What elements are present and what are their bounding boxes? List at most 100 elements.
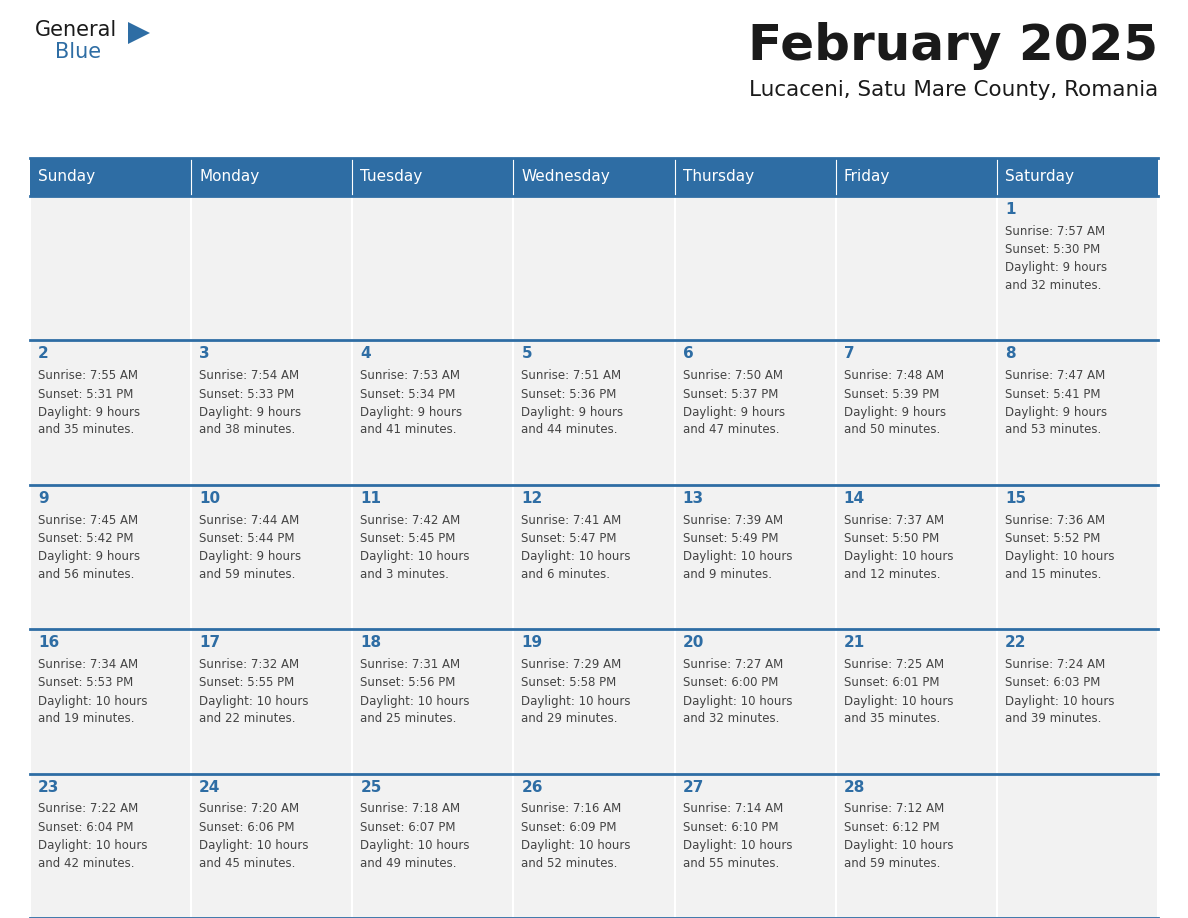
Text: and 12 minutes.: and 12 minutes. [843,568,940,581]
Text: Daylight: 9 hours: Daylight: 9 hours [843,406,946,419]
Bar [192,197,352,340]
Text: and 47 minutes.: and 47 minutes. [683,423,779,436]
Text: 5: 5 [522,346,532,362]
Text: Daylight: 10 hours: Daylight: 10 hours [200,695,309,708]
Text: and 50 minutes.: and 50 minutes. [843,423,940,436]
Text: and 52 minutes.: and 52 minutes. [522,856,618,869]
Bar [192,341,352,484]
Text: 6: 6 [683,346,694,362]
Text: Lucaceni, Satu Mare County, Romania: Lucaceni, Satu Mare County, Romania [748,80,1158,100]
Text: 17: 17 [200,635,220,650]
Text: Sunset: 5:45 PM: Sunset: 5:45 PM [360,532,456,545]
Bar [514,775,674,917]
Text: 3: 3 [200,346,210,362]
Bar [998,486,1157,628]
Bar [836,775,996,917]
Text: Sunrise: 7:41 AM: Sunrise: 7:41 AM [522,513,621,527]
Text: Sunrise: 7:51 AM: Sunrise: 7:51 AM [522,369,621,382]
Text: Friday: Friday [843,170,890,185]
Bar [998,630,1157,773]
Bar [192,486,352,628]
Text: Sunrise: 7:54 AM: Sunrise: 7:54 AM [200,369,299,382]
Text: Sunrise: 7:22 AM: Sunrise: 7:22 AM [38,802,138,815]
Text: Sunrise: 7:16 AM: Sunrise: 7:16 AM [522,802,621,815]
Text: 7: 7 [843,346,854,362]
Bar [676,775,835,917]
Text: 24: 24 [200,779,221,795]
Text: Sunset: 5:41 PM: Sunset: 5:41 PM [1005,387,1100,400]
Text: Sunrise: 7:18 AM: Sunrise: 7:18 AM [360,802,461,815]
Text: Daylight: 10 hours: Daylight: 10 hours [522,695,631,708]
Text: and 55 minutes.: and 55 minutes. [683,856,779,869]
Text: Sunrise: 7:44 AM: Sunrise: 7:44 AM [200,513,299,527]
Text: Daylight: 9 hours: Daylight: 9 hours [38,406,140,419]
Polygon shape [128,22,150,44]
Text: Sunset: 5:39 PM: Sunset: 5:39 PM [843,387,939,400]
Text: Daylight: 10 hours: Daylight: 10 hours [38,839,147,852]
Text: Thursday: Thursday [683,170,753,185]
Text: and 45 minutes.: and 45 minutes. [200,856,296,869]
Bar [676,341,835,484]
Text: Sunset: 5:36 PM: Sunset: 5:36 PM [522,387,617,400]
Text: Daylight: 9 hours: Daylight: 9 hours [1005,262,1107,274]
Bar [676,486,835,628]
Text: Sunrise: 7:12 AM: Sunrise: 7:12 AM [843,802,944,815]
Text: Sunset: 6:00 PM: Sunset: 6:00 PM [683,677,778,689]
Text: Sunset: 6:06 PM: Sunset: 6:06 PM [200,821,295,834]
Text: 13: 13 [683,491,703,506]
Text: Sunrise: 7:45 AM: Sunrise: 7:45 AM [38,513,138,527]
Text: Saturday: Saturday [1005,170,1074,185]
Bar [353,158,513,196]
Text: 10: 10 [200,491,220,506]
Text: and 42 minutes.: and 42 minutes. [38,856,134,869]
Text: Sunrise: 7:55 AM: Sunrise: 7:55 AM [38,369,138,382]
Text: Sunrise: 7:25 AM: Sunrise: 7:25 AM [843,658,943,671]
Bar [676,630,835,773]
Text: Daylight: 10 hours: Daylight: 10 hours [683,550,792,564]
Text: and 49 minutes.: and 49 minutes. [360,856,456,869]
Bar [998,197,1157,340]
Bar [192,775,352,917]
Text: 9: 9 [38,491,49,506]
Text: Sunrise: 7:36 AM: Sunrise: 7:36 AM [1005,513,1105,527]
Bar [30,158,191,196]
Text: Sunday: Sunday [38,170,95,185]
Bar [997,158,1158,196]
Text: Sunrise: 7:42 AM: Sunrise: 7:42 AM [360,513,461,527]
Text: Sunset: 6:01 PM: Sunset: 6:01 PM [843,677,940,689]
Bar [31,197,190,340]
Text: Sunset: 5:31 PM: Sunset: 5:31 PM [38,387,133,400]
Bar [353,341,512,484]
Bar [998,341,1157,484]
Text: Daylight: 10 hours: Daylight: 10 hours [683,695,792,708]
Text: Sunset: 6:04 PM: Sunset: 6:04 PM [38,821,133,834]
Text: 8: 8 [1005,346,1016,362]
Text: 23: 23 [38,779,59,795]
Text: Daylight: 10 hours: Daylight: 10 hours [522,550,631,564]
Text: Sunset: 5:49 PM: Sunset: 5:49 PM [683,532,778,545]
Text: Sunset: 5:52 PM: Sunset: 5:52 PM [1005,532,1100,545]
Text: Sunset: 5:50 PM: Sunset: 5:50 PM [843,532,939,545]
Bar [514,486,674,628]
Text: Daylight: 9 hours: Daylight: 9 hours [522,406,624,419]
Text: 25: 25 [360,779,381,795]
Text: Sunrise: 7:14 AM: Sunrise: 7:14 AM [683,802,783,815]
Text: Sunset: 5:44 PM: Sunset: 5:44 PM [200,532,295,545]
Text: Daylight: 10 hours: Daylight: 10 hours [683,839,792,852]
Text: Sunset: 5:58 PM: Sunset: 5:58 PM [522,677,617,689]
Text: General: General [34,20,118,40]
Text: February 2025: February 2025 [748,22,1158,70]
Bar [191,158,353,196]
Text: 28: 28 [843,779,865,795]
Text: Daylight: 10 hours: Daylight: 10 hours [843,839,953,852]
Text: 14: 14 [843,491,865,506]
Text: Daylight: 9 hours: Daylight: 9 hours [360,406,462,419]
Text: Sunset: 6:10 PM: Sunset: 6:10 PM [683,821,778,834]
Text: Tuesday: Tuesday [360,170,423,185]
Text: and 35 minutes.: and 35 minutes. [843,712,940,725]
Bar [998,775,1157,917]
Bar [676,197,835,340]
Text: and 3 minutes.: and 3 minutes. [360,568,449,581]
Text: and 15 minutes.: and 15 minutes. [1005,568,1101,581]
Bar [514,197,674,340]
